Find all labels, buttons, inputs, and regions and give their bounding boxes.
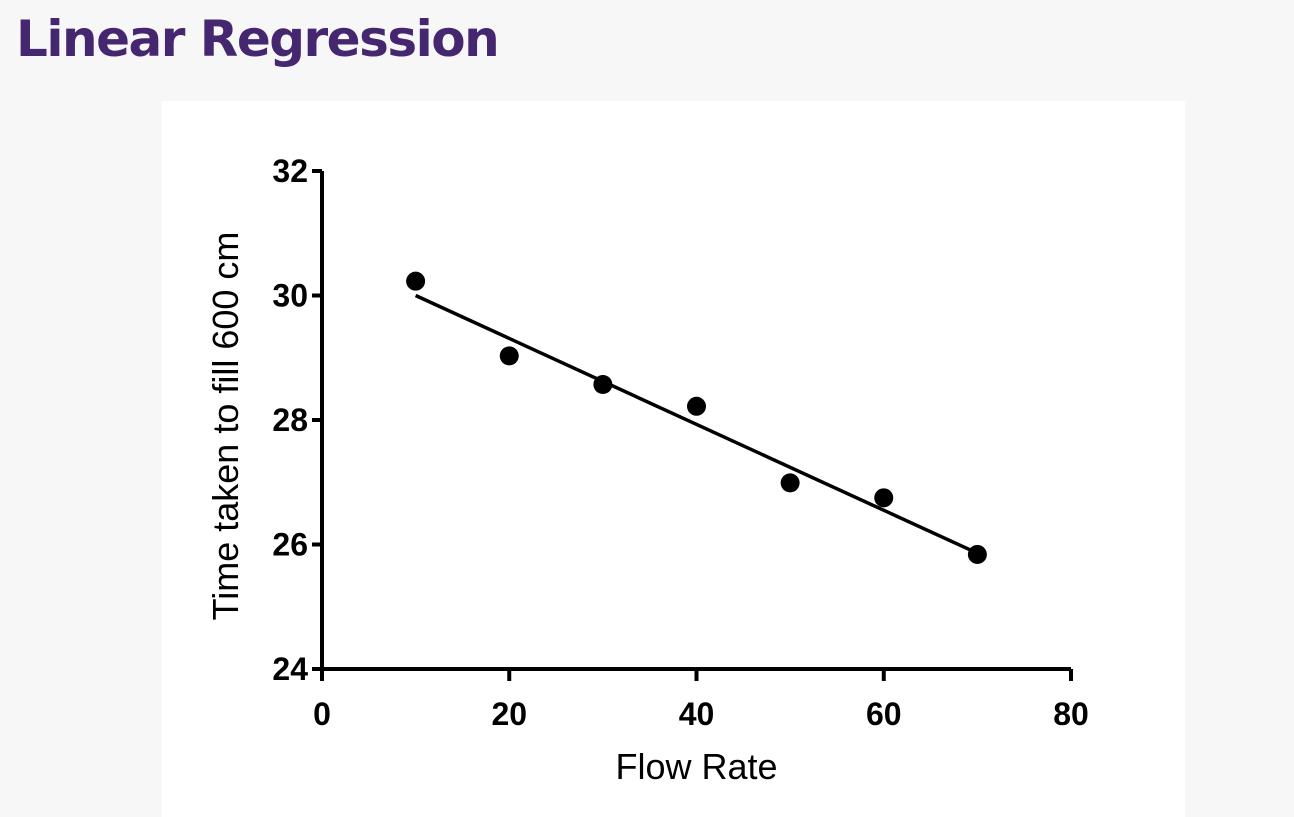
x-tick-label: 20 xyxy=(491,696,527,732)
y-tick-label: 26 xyxy=(272,527,308,563)
data-point xyxy=(874,488,894,508)
y-tick-label: 32 xyxy=(272,153,308,189)
scatter-chart: 24 26 28 30 32 0 20 40 60 80 Flow Rate Time taken… xyxy=(205,153,1089,787)
x-tick-label: 0 xyxy=(313,696,331,732)
x-tick-label: 60 xyxy=(866,696,902,732)
data-point xyxy=(593,375,613,395)
chart-card: 24 26 28 30 32 0 20 40 60 80 Flow Rate Time taken… xyxy=(162,101,1185,817)
regression-line xyxy=(414,293,979,555)
page-title: Linear Regression xyxy=(16,10,500,68)
regression-line-group xyxy=(414,293,979,555)
data-points xyxy=(406,271,987,564)
tick-labels: 24 26 28 30 32 0 20 40 60 80 xyxy=(272,153,1088,732)
y-tick-label: 28 xyxy=(272,402,308,438)
x-axis-title: Flow Rate xyxy=(615,746,777,787)
x-tick-label: 80 xyxy=(1053,696,1089,732)
data-point xyxy=(967,544,987,564)
axes xyxy=(312,169,1073,681)
y-tick-label: 24 xyxy=(272,651,308,687)
data-point xyxy=(499,346,519,366)
data-point xyxy=(406,271,426,291)
data-point xyxy=(687,396,706,416)
y-axis-title: Time taken to fill 600 cm xyxy=(205,232,246,621)
y-tick-label: 30 xyxy=(272,278,308,314)
data-point xyxy=(780,473,800,493)
x-tick-label: 40 xyxy=(679,696,715,732)
